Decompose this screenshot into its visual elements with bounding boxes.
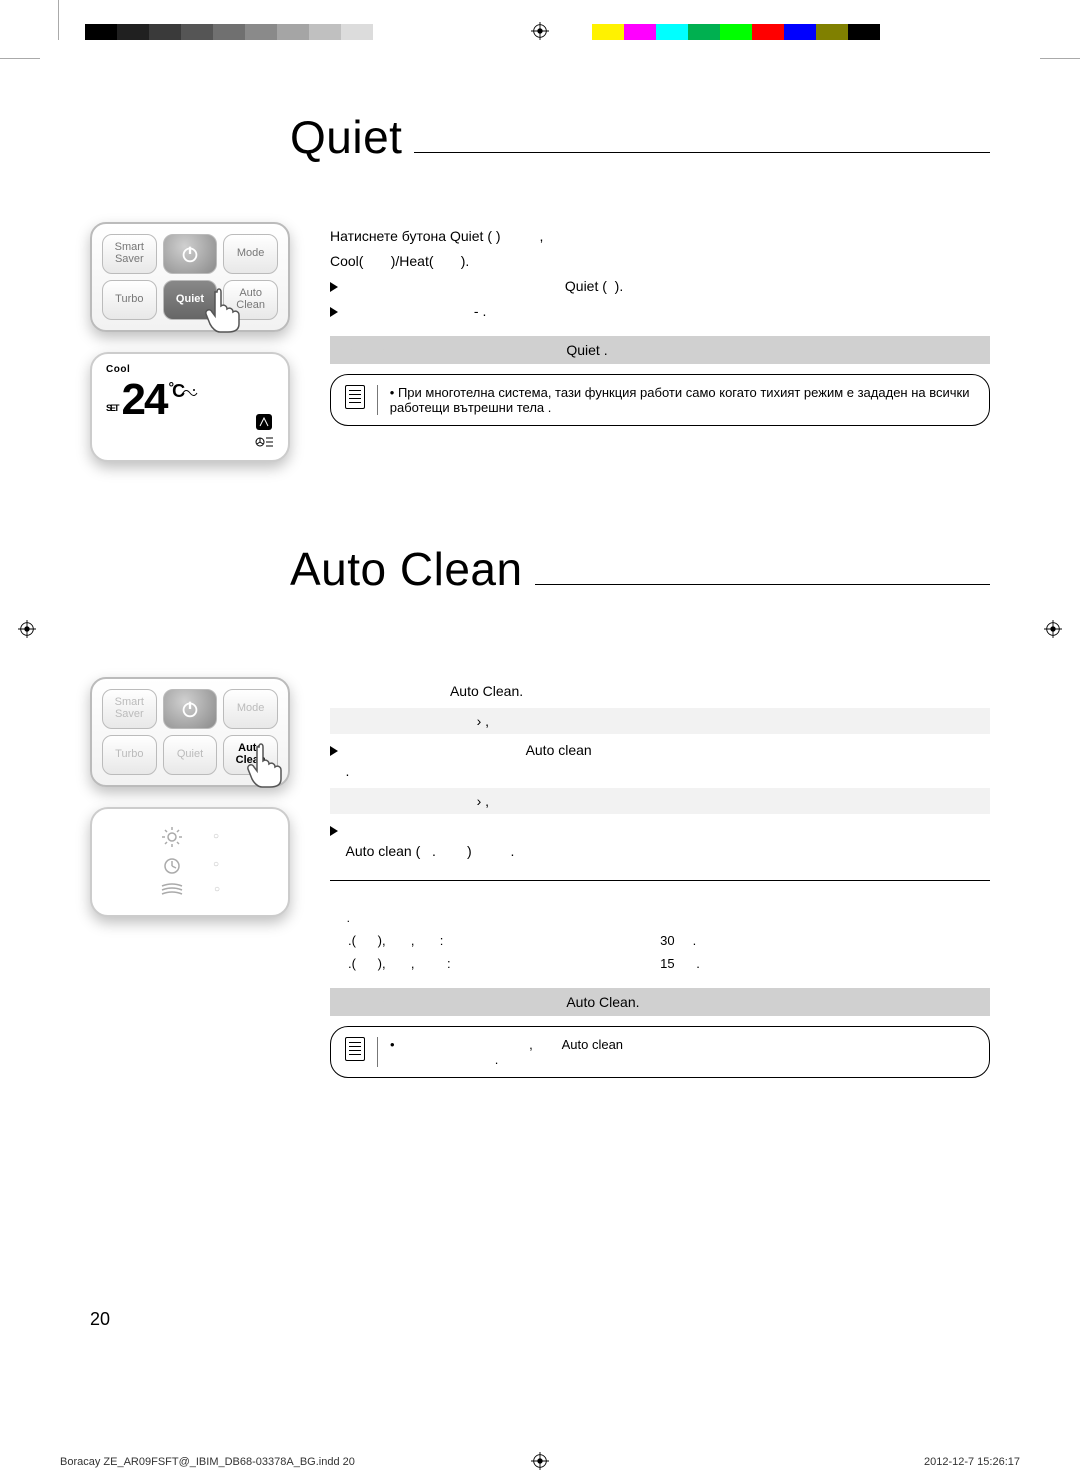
autoclean-section-heading: Auto Clean: [290, 542, 990, 596]
divider: [330, 880, 990, 881]
finger-pointer-icon: [244, 739, 304, 789]
quiet-cancel-bar: За отказ натиснете отново бутона Quiet .: [330, 336, 990, 364]
note-icon: [345, 1037, 365, 1061]
process-color-bar: [560, 24, 880, 40]
registration-mark-right: [1044, 620, 1062, 638]
quiet-section-heading: Quiet: [290, 110, 990, 164]
quiet-bullet-1: xxxxxxxxxxxxxxxxxxxxxxxxxxxxxxx Quiet ( …: [330, 276, 990, 297]
grayscale-color-bar: [85, 24, 405, 40]
remote-btn-smartsaver[interactable]: Smart Saver: [102, 689, 157, 729]
quiet-instructions: Натиснете бутона Quiet ( ) , Cool( )/Hea…: [330, 222, 990, 462]
quiet-mode-icon: [181, 386, 199, 403]
quiet-title: Quiet: [290, 110, 402, 164]
registration-mark-left: [18, 620, 36, 638]
text: ): [496, 228, 501, 244]
quiet-intro: .: [290, 172, 990, 208]
airflow-icon: [160, 882, 184, 898]
quiet-step-1b: Cool( )/Heat( ).: [330, 251, 990, 272]
timer-icon: [161, 854, 183, 876]
heading-rule: [535, 584, 990, 585]
remote-btn-power[interactable]: [163, 234, 218, 274]
quiet-note-text: • При многотелна система, тази функция р…: [390, 385, 975, 415]
remote-btn-turbo[interactable]: Turbo: [102, 735, 157, 775]
autoclean-title: Auto Clean: [290, 542, 523, 596]
page-content: Quiet . Smart Saver Mode Turbo Quiet Aut…: [90, 70, 990, 1350]
print-footer: Boracay ZE_AR09FSFT@_IBIM_DB68-03378A_BG…: [60, 1456, 1020, 1468]
text: ,: [539, 228, 543, 244]
autoclean-cancel-bar: За отказ натиснете отново бутона Auto Cl…: [330, 988, 990, 1016]
display-set-label: SET: [106, 403, 118, 413]
indicator-row-2: ○: [106, 854, 274, 876]
crop-mark: [0, 58, 40, 59]
autoclean-on-bar: Когато климатикът е › ,: [330, 708, 990, 734]
indoor-unit-display: ○ ○ ○: [90, 807, 290, 917]
fan-icon: [254, 432, 274, 448]
remote-autoclean: Smart Saver Mode Turbo Quiet Auto Clean: [90, 677, 290, 787]
registration-mark-top: [531, 22, 549, 40]
indicator-row-3: ○: [106, 882, 274, 898]
finger-pointer-icon: [202, 284, 262, 334]
note-icon: [345, 385, 365, 409]
quiet-body: Smart Saver Mode Turbo Quiet Auto Clean …: [90, 222, 990, 462]
heading-rule: [414, 152, 990, 153]
indicator-row-1: ○: [106, 826, 274, 848]
display-mode: Cool: [106, 364, 274, 375]
remote-quiet: Smart Saver Mode Turbo Quiet Auto Clean: [90, 222, 290, 332]
remote-btn-quiet[interactable]: Quiet: [163, 735, 218, 775]
autoclean-timing-1: .( ), , : Автоматичното почистване работ…: [330, 931, 990, 951]
remote-btn-turbo[interactable]: Turbo: [102, 280, 157, 320]
footer-timestamp: 2012-12-7 15:26:17: [924, 1456, 1020, 1468]
sun-icon: [161, 826, 183, 848]
autoclean-note-box: • Ако натиснете бутона, Auto clean работ…: [330, 1026, 990, 1078]
autoclean-instructions: Натиснете бутона Auto Clean. Когато клим…: [330, 677, 990, 1078]
autoclean-bullet-2: След изключване на климатика функцията A…: [330, 820, 990, 862]
remote-btn-mode[interactable]: Mode: [223, 689, 278, 729]
autoclean-bullet-1: Индикаторът на функцията Auto clean свет…: [330, 740, 990, 782]
text: ).: [461, 253, 470, 269]
display-icons: [254, 414, 274, 448]
transmit-icon: [256, 414, 272, 430]
crop-mark: [58, 0, 59, 40]
quiet-bullet-2: xxxxxxxxxxxxxxxxxx - .: [330, 301, 990, 322]
text: Cool(: [330, 253, 363, 269]
remote-btn-power[interactable]: [163, 689, 218, 729]
text: Натиснете бутона Quiet (: [330, 228, 492, 244]
autoclean-timing-intro: Времето за автоматично почистване може д…: [330, 891, 990, 927]
remote-display-quiet: Cool SET 24 ° C: [90, 352, 290, 462]
crop-mark: [1040, 58, 1080, 59]
quiet-note-box: • При многотелна система, тази функция р…: [330, 374, 990, 426]
remote-btn-smartsaver[interactable]: Smart Saver: [102, 234, 157, 274]
autoclean-off-bar: Когато климатикът е › ,: [330, 788, 990, 814]
autoclean-intro: xxxxxxxxxxxxxxxxxxxxxxxxxxxxxxxxxxxxxxxx…: [90, 604, 990, 663]
autoclean-body: Smart Saver Mode Turbo Quiet Auto Clean …: [90, 677, 990, 1078]
footer-filename: Boracay ZE_AR09FSFT@_IBIM_DB68-03378A_BG…: [60, 1456, 355, 1468]
page-number: 20: [90, 1309, 110, 1330]
remote-btn-mode[interactable]: Mode: [223, 234, 278, 274]
display-temp-value: 24: [122, 375, 167, 425]
autoclean-step-1: Натиснете бутона Auto Clean.: [330, 681, 990, 702]
text: )/Heat(: [391, 253, 434, 269]
autoclean-note-text: • Ако натиснете бутона, Auto clean работ…: [390, 1037, 801, 1067]
quiet-step-1: Натиснете бутона Quiet ( ) ,: [330, 226, 990, 247]
autoclean-timing-2: .( ), , : Автоматичното почистване работ…: [330, 954, 990, 974]
text: При многотелна система, тази функция раб…: [390, 385, 970, 415]
